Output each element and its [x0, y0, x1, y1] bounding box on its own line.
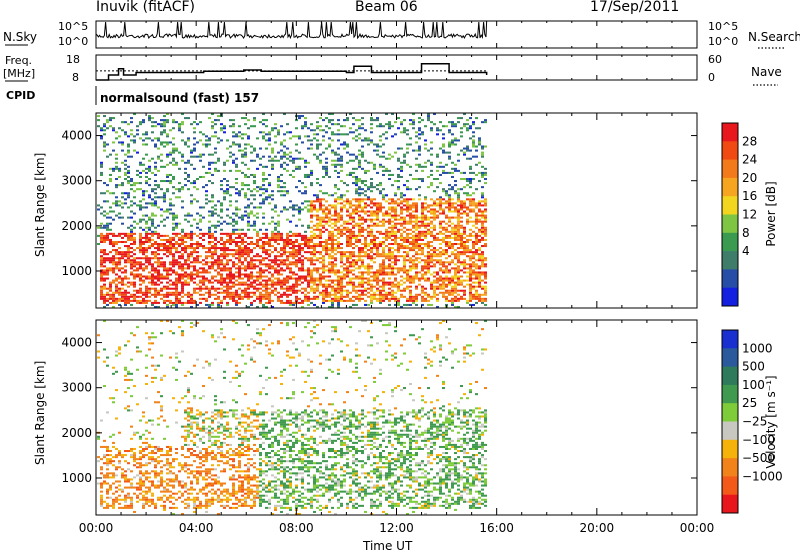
velocity-colorbar-swatch [722, 439, 738, 459]
freq-unit: [MHz] [3, 67, 36, 80]
power-colorbar-tick-label: 24 [742, 153, 757, 167]
velocity-colorbar-frame [721, 329, 739, 514]
power-colorbar-swatch [722, 269, 738, 289]
power-colorbar-swatch [722, 141, 738, 161]
power-colorbar-swatch [722, 196, 738, 215]
power-data-cells [97, 113, 487, 308]
velocity-colorbar-tick-label: 1000 [742, 341, 773, 355]
power-y-tick-label: 3000 [61, 174, 92, 188]
cpid-text: normalsound (fast) 157 [100, 91, 260, 105]
power-colorbar-swatch [722, 214, 738, 234]
power-colorbar-swatch [722, 287, 738, 307]
power-colorbar-swatch [722, 251, 738, 270]
power-colorbar-tick-label: 4 [742, 244, 750, 258]
velocity-y-tick-label: 3000 [61, 381, 92, 395]
nsky-tick-bottom: 10^0 [58, 35, 89, 48]
power-colorbar-tick-label: 12 [742, 208, 757, 222]
velocity-colorbar-swatch [722, 403, 738, 422]
power-colorbar-swatch [722, 123, 738, 142]
power-colorbar-tick-label: 28 [742, 134, 757, 148]
power-colorbar-swatch [722, 159, 738, 179]
x-tick-label: 08:00 [279, 521, 314, 535]
freq-series-line [96, 63, 488, 81]
velocity-y-tick-label: 1000 [61, 471, 92, 485]
velocity-colorbar-tick-label: 500 [742, 360, 765, 374]
nsearch-label: N.Search [748, 30, 800, 44]
velocity-colorbar-tick-label: −25 [742, 415, 767, 429]
velocity-colorbar-swatch [722, 384, 738, 404]
velocity-colorbar-swatch [722, 366, 738, 386]
power-colorbar-frame [721, 122, 739, 307]
power-colorbar-tick-label: 20 [742, 171, 757, 185]
velocity-colorbar-swatch [722, 476, 738, 496]
freq-tick-bottom: 8 [72, 71, 79, 84]
velocity-colorbar-tick-label: 25 [742, 396, 757, 410]
x-tick-label: 20:00 [580, 521, 615, 535]
velocity-colorbar-swatch [722, 494, 738, 514]
beam-title: Beam 06 [355, 0, 418, 15]
velocity-colorbar-tick-label: −100 [742, 433, 775, 447]
velocity-y-tick-label: 2000 [61, 426, 92, 440]
power-y-tick-label: 4000 [61, 129, 92, 143]
velocity-colorbar-tick-label: −500 [742, 451, 775, 465]
nsky-tick-top: 10^5 [58, 20, 89, 33]
power-colorbar-swatch [722, 177, 738, 197]
velocity-colorbar-swatch [722, 421, 738, 441]
power-colorbar-tick-label: 16 [742, 189, 757, 203]
velocity-colorbar-swatch [722, 330, 738, 349]
power-colorbar-tick-label: 8 [742, 226, 750, 240]
x-tick-label: 00:00 [79, 521, 114, 535]
cpid-label: CPID [6, 89, 36, 102]
velocity-colorbar-swatch [722, 458, 738, 477]
nave-tick-top: 60 [708, 53, 722, 66]
nsky-series-line [95, 20, 488, 40]
velocity-colorbar-swatch [722, 348, 738, 368]
x-tick-label: 00:00 [680, 521, 715, 535]
velocity-data-cells [97, 320, 487, 515]
freq-label: Freq. [5, 54, 33, 67]
velocity-colorbar-tick-label: 100 [742, 378, 765, 392]
power-colorbar-swatch [722, 232, 738, 252]
station-title: Inuvik (fitACF) [96, 0, 195, 15]
nave-label: Nave [751, 65, 782, 79]
x-tick-label: 12:00 [379, 521, 414, 535]
nave-tick-bottom: 0 [708, 71, 715, 84]
velocity-colorbar-tick-label: −1000 [742, 469, 783, 483]
freq-tick-top: 18 [66, 53, 80, 66]
nsky-right-tick-top: 10^5 [708, 20, 739, 33]
nsky-right-tick-bottom: 10^0 [708, 35, 739, 48]
date-title: 17/Sep/2011 [590, 0, 680, 15]
power-y-tick-label: 1000 [61, 264, 92, 278]
x-tick-label: 16:00 [479, 521, 514, 535]
power-y-tick-label: 2000 [61, 219, 92, 233]
x-axis-label: Time UT [363, 539, 413, 553]
velocity-y-tick-label: 4000 [61, 336, 92, 350]
nsky-label: N.Sky [3, 30, 38, 44]
x-tick-label: 04:00 [179, 521, 214, 535]
